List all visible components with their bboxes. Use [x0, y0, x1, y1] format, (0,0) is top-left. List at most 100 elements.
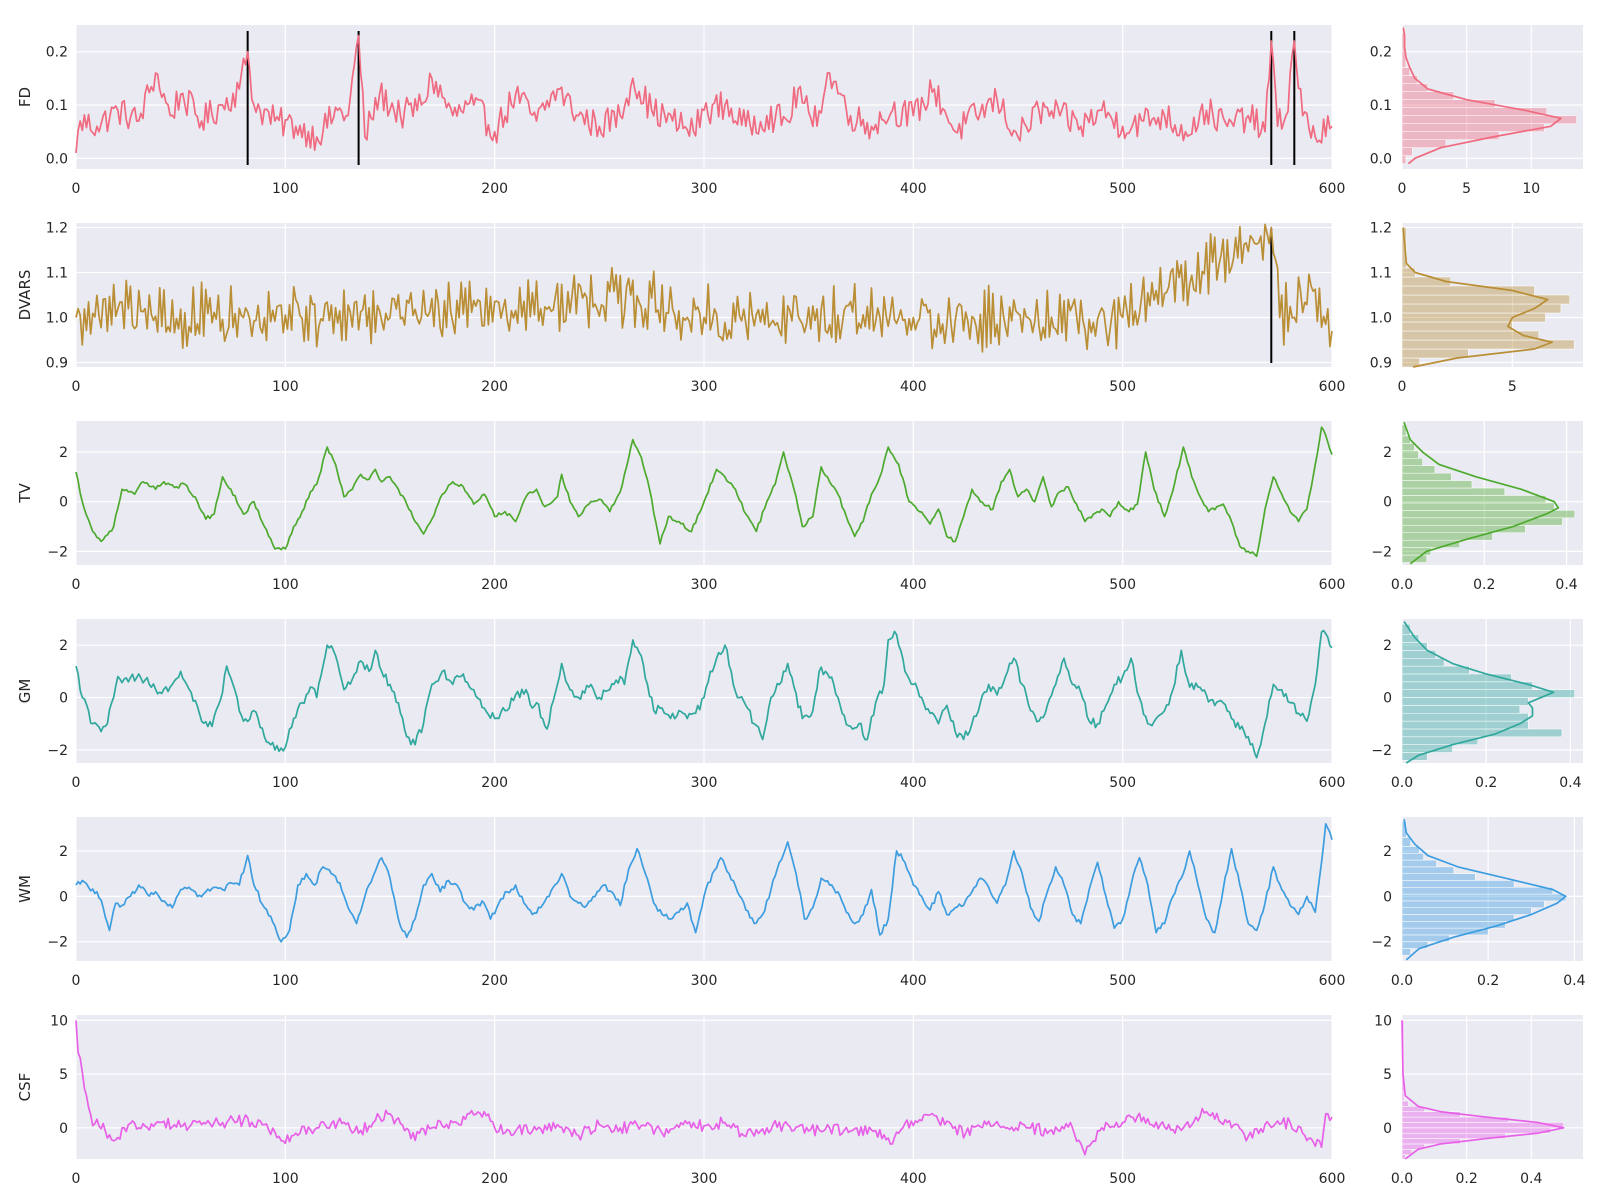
hist-x-tick-label: 0.0 — [1391, 973, 1413, 989]
x-tick-label: 200 — [481, 379, 508, 395]
hist-bar — [1401, 115, 1577, 124]
kde-curve — [1402, 227, 1553, 368]
y-tick-label: −2 — [47, 935, 68, 951]
hist-bar — [1401, 681, 1533, 690]
histogram-plot-area — [1402, 25, 1583, 169]
hist-x-tick-label: 0.4 — [1559, 775, 1581, 791]
y-tick-label: 0 — [59, 889, 68, 905]
hist-y-tick-label: 0 — [1383, 691, 1392, 707]
y-tick-label: −2 — [47, 743, 68, 759]
x-tick-label: 200 — [481, 181, 508, 197]
y-tick-label: 0.0 — [46, 151, 68, 167]
hist-x-tick-label: 0.0 — [1391, 577, 1413, 593]
y-tick-label: 2 — [59, 638, 68, 654]
kde-curve — [1401, 1020, 1565, 1160]
hist-bar — [1401, 893, 1567, 902]
x-tick-label: 100 — [272, 181, 299, 197]
x-tick-label: 600 — [1319, 1171, 1346, 1187]
hist-bar — [1401, 75, 1418, 84]
hist-y-tick-label: 0.9 — [1370, 356, 1392, 372]
hist-bar — [1401, 107, 1548, 116]
kde-curve — [1403, 421, 1560, 565]
hist-bar — [1401, 866, 1454, 874]
x-tick-label: 100 — [272, 775, 299, 791]
histogram-plot-area — [1402, 1015, 1583, 1159]
series-line — [75, 629, 1333, 759]
panel-wm: 0 100 200 300 400 500 600 −2 0 2 WM 0.0 0.2 0.4 −2 0 2 — [16, 817, 1586, 989]
hist-bar — [1401, 697, 1529, 706]
series-line — [75, 1020, 1333, 1156]
hist-y-tick-label: 0 — [1383, 1121, 1392, 1137]
x-tick-label: 0 — [72, 181, 81, 197]
x-tick-label: 300 — [691, 577, 718, 593]
hist-bar — [1401, 457, 1423, 466]
hist-bar — [1401, 155, 1407, 164]
x-tick-label: 0 — [72, 973, 81, 989]
kde-curve — [1403, 819, 1567, 961]
hist-bar — [1401, 472, 1452, 481]
hist-bar — [1401, 713, 1529, 722]
x-tick-label: 600 — [1319, 181, 1346, 197]
hist-bar — [1401, 728, 1563, 738]
hist-y-tick-label: 1.0 — [1370, 311, 1392, 327]
x-tick-label: 600 — [1319, 775, 1346, 791]
hist-bar — [1401, 139, 1447, 148]
x-tick-label: 300 — [691, 775, 718, 791]
hist-bar — [1401, 907, 1532, 915]
hist-bar — [1401, 837, 1411, 847]
y-tick-label: 0.9 — [46, 356, 68, 372]
hist-bar — [1401, 859, 1437, 868]
x-tick-label: 0 — [72, 379, 81, 395]
series-line — [75, 223, 1333, 353]
hist-y-tick-label: 0.1 — [1370, 98, 1392, 114]
x-tick-label: 0 — [72, 775, 81, 791]
hist-bar — [1401, 303, 1562, 314]
x-tick-label: 500 — [1109, 973, 1136, 989]
hist-x-tick-label: 0.4 — [1563, 973, 1585, 989]
kde-curve — [1402, 27, 1562, 165]
hist-y-tick-label: 0 — [1383, 495, 1392, 511]
hist-bar — [1401, 1154, 1406, 1160]
x-tick-label: 400 — [900, 973, 927, 989]
hist-x-tick-label: 0.0 — [1391, 1171, 1413, 1187]
hist-y-tick-label: 5 — [1383, 1067, 1392, 1083]
x-tick-label: 400 — [900, 577, 927, 593]
hist-bar — [1401, 99, 1496, 108]
hist-y-tick-label: −2 — [1371, 544, 1392, 560]
hist-bar — [1401, 705, 1521, 714]
series-line — [75, 34, 1333, 154]
y-axis-label: TV — [16, 483, 34, 504]
y-tick-label: 2 — [59, 844, 68, 860]
y-axis-label: DVARS — [16, 270, 34, 321]
x-tick-label: 500 — [1109, 379, 1136, 395]
hist-bar — [1401, 914, 1515, 922]
y-tick-label: −2 — [47, 544, 68, 560]
hist-x-tick-label: 0 — [1398, 181, 1407, 197]
hist-bar — [1401, 480, 1473, 489]
y-tick-label: 10 — [50, 1013, 68, 1029]
kde-curve — [1403, 621, 1555, 764]
hist-y-tick-label: 0.0 — [1370, 151, 1392, 167]
hist-bar — [1401, 673, 1512, 683]
hist-bar — [1401, 744, 1453, 753]
x-tick-label: 200 — [481, 1171, 508, 1187]
hist-x-tick-label: 0 — [1398, 379, 1407, 395]
hist-bar — [1401, 510, 1576, 519]
hist-x-tick-label: 0.2 — [1475, 775, 1497, 791]
hist-bar — [1401, 502, 1555, 511]
hist-bar — [1401, 873, 1476, 881]
hist-bar — [1401, 312, 1546, 323]
hist-bar — [1401, 900, 1545, 908]
x-tick-label: 300 — [691, 973, 718, 989]
hist-bar — [1401, 487, 1506, 496]
x-tick-label: 100 — [272, 1171, 299, 1187]
hist-y-tick-label: −2 — [1371, 743, 1392, 759]
x-tick-label: 400 — [900, 775, 927, 791]
hist-bar — [1401, 658, 1445, 667]
y-tick-label: 0 — [59, 1121, 68, 1137]
x-tick-label: 200 — [481, 775, 508, 791]
x-tick-label: 500 — [1109, 1171, 1136, 1187]
hist-y-tick-label: 2 — [1383, 638, 1392, 654]
hist-bar — [1401, 123, 1545, 132]
